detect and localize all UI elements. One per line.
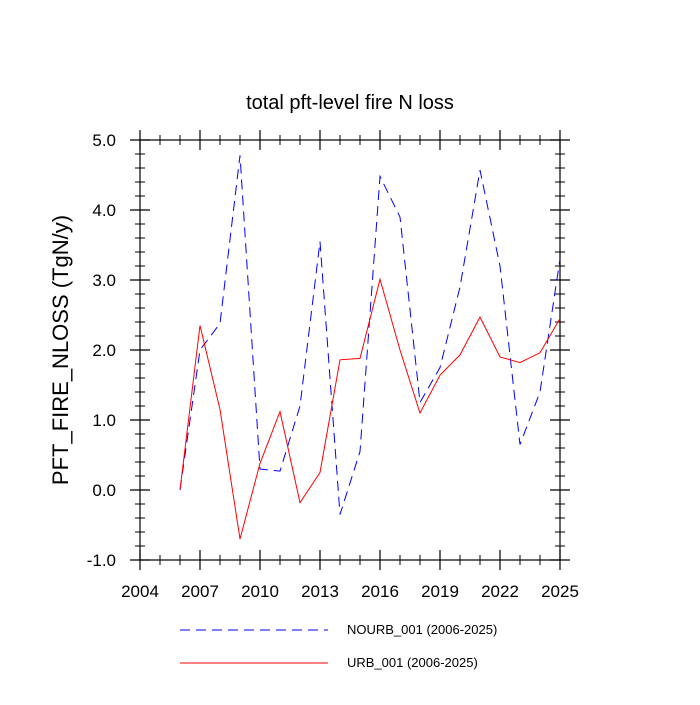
x-tick-label: 2025 [541, 582, 579, 601]
y-tick-label: 0.0 [92, 481, 116, 500]
y-tick-label: 2.0 [92, 341, 116, 360]
series-line-urb [179, 277, 561, 540]
x-tick-label: 2013 [301, 582, 339, 601]
chart-title: total pft-level fire N loss [246, 92, 454, 114]
y-tick-label: 1.0 [92, 411, 116, 430]
tick-labels: 2004 2007 2010 2013 2016 2019 2022 2025 -1.0 0.0 1… [87, 131, 579, 601]
x-tick-label: 2010 [241, 582, 279, 601]
x-tick-label: 2004 [121, 582, 159, 601]
legend: NOURB_001 (2006-2025) URB_001 (2006-2025) [180, 622, 497, 670]
series-lines [179, 155, 561, 540]
x-tick-label: 2016 [361, 582, 399, 601]
axis-ticks [130, 130, 570, 570]
series-line-nourb [179, 155, 561, 515]
legend-label: URB_001 (2006-2025) [347, 655, 478, 670]
legend-label: NOURB_001 (2006-2025) [347, 622, 497, 637]
x-tick-label: 2022 [481, 582, 519, 601]
y-tick-label: -1.0 [87, 551, 116, 570]
y-tick-label: 5.0 [92, 131, 116, 150]
y-tick-label: 3.0 [92, 271, 116, 290]
y-axis-label: PFT_FIRE_NLOSS (TgN/y) [48, 215, 73, 485]
x-tick-label: 2007 [181, 582, 219, 601]
y-tick-label: 4.0 [92, 201, 116, 220]
x-tick-label: 2019 [421, 582, 459, 601]
